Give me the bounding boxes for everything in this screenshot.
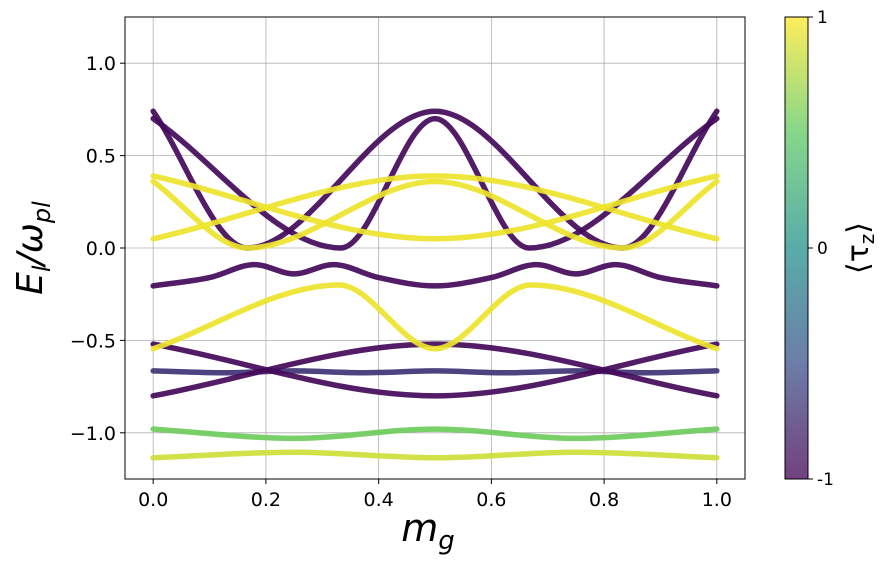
x-tick-label: 0.8: [589, 489, 619, 511]
y-axis-ticks: −1.0 −0.5 0.0 0.5 1.0: [70, 53, 125, 445]
band-14-line: [283, 0, 565, 8]
colorbar-label-close: ⟩: [841, 222, 876, 234]
x-tick-label: 1.0: [702, 489, 732, 511]
y-tick-label: 0.0: [86, 238, 116, 260]
y-tick-label: −0.5: [70, 330, 116, 352]
colorbar-tick-label: 1: [817, 8, 828, 28]
band-13-line: [198, 0, 671, 8]
band-12-line: [150, 173, 720, 242]
colorbar-tick-label: 0: [817, 239, 828, 259]
x-tick-label: 0.4: [364, 489, 394, 511]
y-tick-label: 0.5: [86, 146, 116, 168]
y-tick-label: −1.0: [70, 423, 116, 445]
x-axis-label: mg: [401, 506, 455, 556]
y-axis-label-slash: /: [10, 249, 51, 268]
y-axis-label-sub: l: [28, 265, 56, 272]
band-7-line: [150, 261, 720, 289]
band-1-line: [150, 449, 720, 461]
colorbar-ticks: 1 0 -1: [808, 8, 834, 490]
colorbar-label: ⟨τz⟩: [841, 222, 879, 274]
band-10-line: [150, 178, 720, 251]
band-5-line: [150, 341, 720, 399]
y-tick-label: 1.0: [86, 53, 116, 75]
x-axis-label-sub: g: [438, 526, 455, 556]
y-axis-label-omega-sub: pl: [28, 201, 56, 224]
x-tick-label: 0.2: [251, 489, 281, 511]
band-6-line: [150, 282, 720, 352]
y-axis-label: El/ωpl: [10, 201, 56, 295]
band-8-line: [150, 108, 720, 251]
x-axis-label-main: m: [401, 506, 438, 550]
x-tick-label: 0.6: [476, 489, 506, 511]
colorbar-tick-label: -1: [817, 470, 834, 490]
y-axis-label-omega: ω: [10, 223, 51, 253]
colorbar: [785, 17, 808, 479]
band-15-line: [305, 0, 587, 8]
colorbar-label-open: ⟨τ: [841, 244, 876, 274]
band-9-line: [150, 115, 720, 251]
band-lines: [150, 0, 720, 461]
band-11-line: [150, 173, 720, 242]
x-tick-label: 0.0: [138, 489, 168, 511]
band-3-line: [150, 368, 720, 376]
colorbar-label-sub: z: [855, 234, 879, 245]
x-axis-ticks: 0.0 0.2 0.4 0.6 0.8 1.0: [138, 479, 732, 511]
band-4-line: [150, 341, 720, 399]
band-2-line: [150, 426, 720, 442]
y-axis-label-main: E: [10, 272, 51, 295]
